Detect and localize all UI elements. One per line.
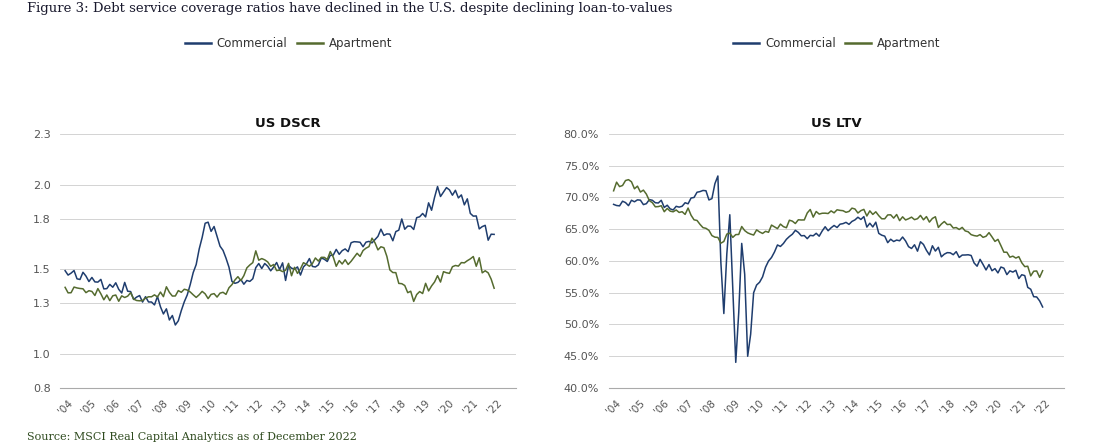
Title: US LTV: US LTV [811,117,862,130]
Title: US DSCR: US DSCR [256,117,320,130]
Text: Figure 3: Debt service coverage ratios have declined in the U.S. despite declini: Figure 3: Debt service coverage ratios h… [27,2,672,15]
Legend: Commercial, Apartment: Commercial, Apartment [180,33,397,55]
Legend: Commercial, Apartment: Commercial, Apartment [728,33,946,55]
Text: Source: MSCI Real Capital Analytics as of December 2022: Source: MSCI Real Capital Analytics as o… [27,432,358,442]
